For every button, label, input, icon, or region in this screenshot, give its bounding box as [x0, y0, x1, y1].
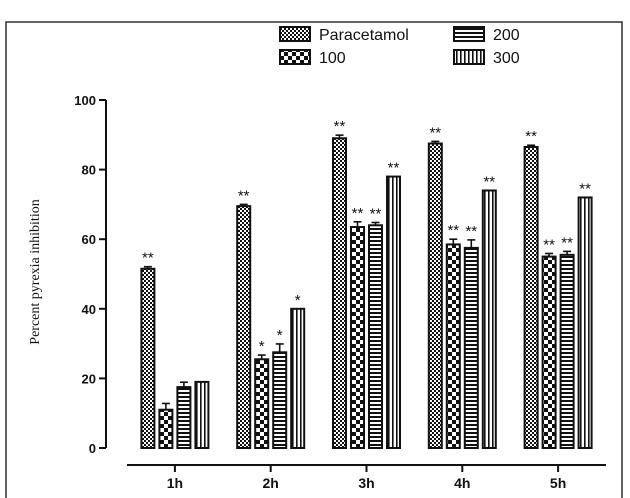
- significance-label: **: [525, 128, 537, 145]
- bar: [445, 243, 461, 449]
- bar: [559, 253, 575, 449]
- bar: [254, 358, 270, 450]
- significance-label: *: [277, 327, 283, 344]
- significance-label: **: [561, 234, 573, 251]
- legend: Paracetamol 100 200 300: [279, 26, 520, 67]
- y-tick-label: 100: [74, 93, 96, 108]
- significance-label: **: [483, 173, 495, 190]
- bar: [577, 196, 593, 449]
- significance-label: **: [429, 124, 441, 141]
- figure-border: [5, 21, 623, 498]
- bar: [368, 224, 383, 449]
- x-tick-label: 5h: [550, 475, 566, 491]
- y-axis-label: Percent pyrexia inhibition: [28, 199, 43, 344]
- legend-swatch: [453, 49, 485, 65]
- legend-swatch: [279, 26, 311, 42]
- bar: [427, 142, 443, 449]
- y-tick-label: 60: [82, 232, 96, 247]
- bar: [290, 307, 306, 449]
- y-tick-label: 0: [89, 441, 96, 456]
- bar: [236, 205, 252, 449]
- bar: [463, 246, 479, 449]
- bar: [332, 137, 347, 449]
- significance-label: **: [543, 236, 555, 253]
- significance-label: **: [465, 223, 477, 240]
- significance-label: **: [370, 205, 382, 222]
- legend-label: Paracetamol: [319, 27, 409, 44]
- significance-label: *: [295, 292, 301, 309]
- legend-label: 300: [493, 50, 520, 67]
- bar: [176, 386, 192, 450]
- y-tick-label: 40: [82, 302, 96, 317]
- bar: [350, 226, 365, 449]
- y-tick-label: 80: [82, 163, 96, 178]
- legend-swatch: [453, 26, 485, 42]
- x-tick-label: 2h: [263, 475, 279, 491]
- bar: [523, 145, 539, 449]
- significance-label: *: [259, 338, 265, 355]
- bar: [481, 189, 497, 449]
- bar: [194, 380, 210, 450]
- legend-swatch: [279, 49, 311, 65]
- y-tick-label: 20: [82, 371, 96, 386]
- legend-label: 100: [319, 50, 346, 67]
- bars: *********** ******** ******** ****: [140, 118, 593, 450]
- significance-label: **: [352, 205, 364, 222]
- x-tick-label: 4h: [454, 475, 470, 491]
- bar: [140, 267, 156, 449]
- bar: [272, 351, 288, 449]
- legend-label: 200: [493, 27, 520, 44]
- y-axis: 0 20 40 60 80 100: [74, 93, 107, 456]
- significance-label: **: [334, 118, 346, 135]
- x-tick-label: 1h: [167, 475, 183, 491]
- significance-label: **: [238, 187, 250, 204]
- x-axis: 1h 2h 3h 4h 5h: [127, 464, 606, 491]
- bar: [541, 255, 557, 449]
- significance-label: **: [142, 250, 154, 267]
- significance-label: **: [579, 180, 591, 197]
- bar: [158, 408, 174, 449]
- bar: [386, 175, 401, 449]
- significance-label: **: [388, 160, 400, 177]
- significance-label: **: [447, 222, 459, 239]
- x-tick-label: 3h: [358, 475, 374, 491]
